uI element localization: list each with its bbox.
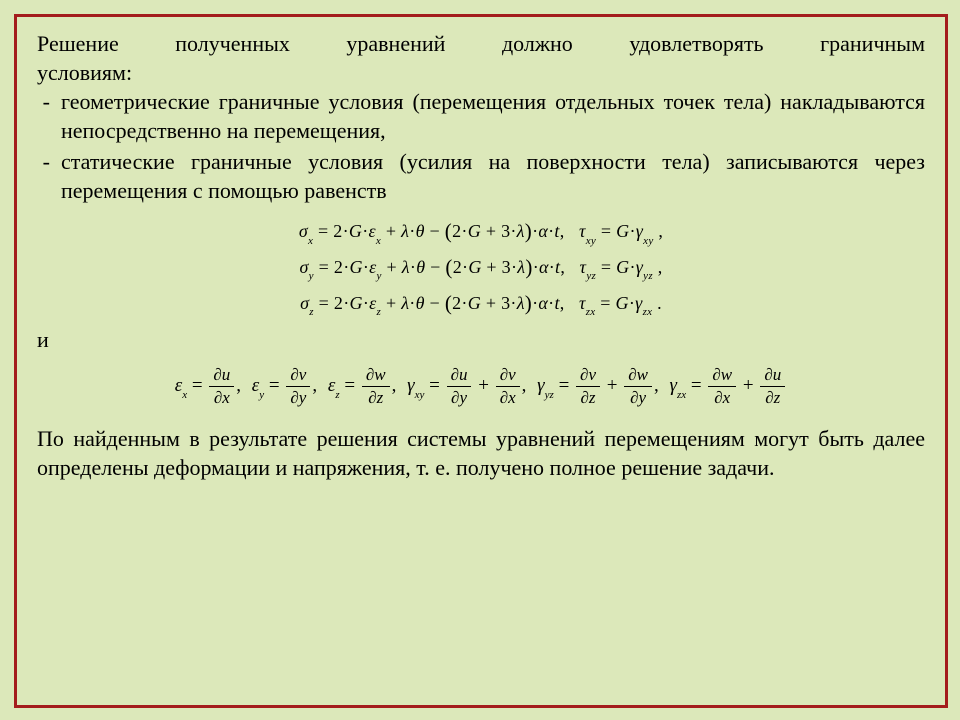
bullet-list: геометрические граничные условия (переме… <box>37 87 925 205</box>
slide-frame: Решение полученных уравнений должно удов… <box>14 14 948 708</box>
eq-eps-z: εz = ∂w∂z, <box>328 365 397 408</box>
eq-eps-x: εx = ∂u∂x, <box>175 365 241 408</box>
strain-equations: εx = ∂u∂x, εy = ∂v∂y, εz = ∂w∂z, γxy = ∂… <box>37 365 925 408</box>
intro-line-1: Решение полученных уравнений должно удов… <box>37 29 925 58</box>
eq-eps-y: εy = ∂v∂y, <box>252 365 317 408</box>
eq-gamma-yz: γyz = ∂v∂z + ∂w∂y, <box>537 365 659 408</box>
eq-sigma-x: σx = 2·G·εx + λ·θ − (2·G + 3·λ)·α·t, τxy… <box>37 213 925 249</box>
intro-line-2: условиям: <box>37 58 925 87</box>
eq-gamma-zx: γzx = ∂w∂x + ∂u∂z <box>669 365 787 408</box>
bullet-static: статические граничные условия (усилия на… <box>61 147 925 205</box>
bullet-geometric: геометрические граничные условия (переме… <box>61 87 925 145</box>
eq-gamma-xy: γxy = ∂u∂y + ∂v∂x, <box>407 365 526 408</box>
eq-sigma-y: σy = 2·G·εy + λ·θ − (2·G + 3·λ)·α·t, τyz… <box>37 249 925 285</box>
conclusion-paragraph: По найденным в результате решения систем… <box>37 424 925 483</box>
eq-sigma-z: σz = 2·G·εz + λ·θ − (2·G + 3·λ)·α·t, τzx… <box>37 285 925 321</box>
stress-equations: σx = 2·G·εx + λ·θ − (2·G + 3·λ)·α·t, τxy… <box>37 213 925 320</box>
slide-content: Решение полученных уравнений должно удов… <box>37 29 925 483</box>
and-connector: и <box>37 326 925 355</box>
